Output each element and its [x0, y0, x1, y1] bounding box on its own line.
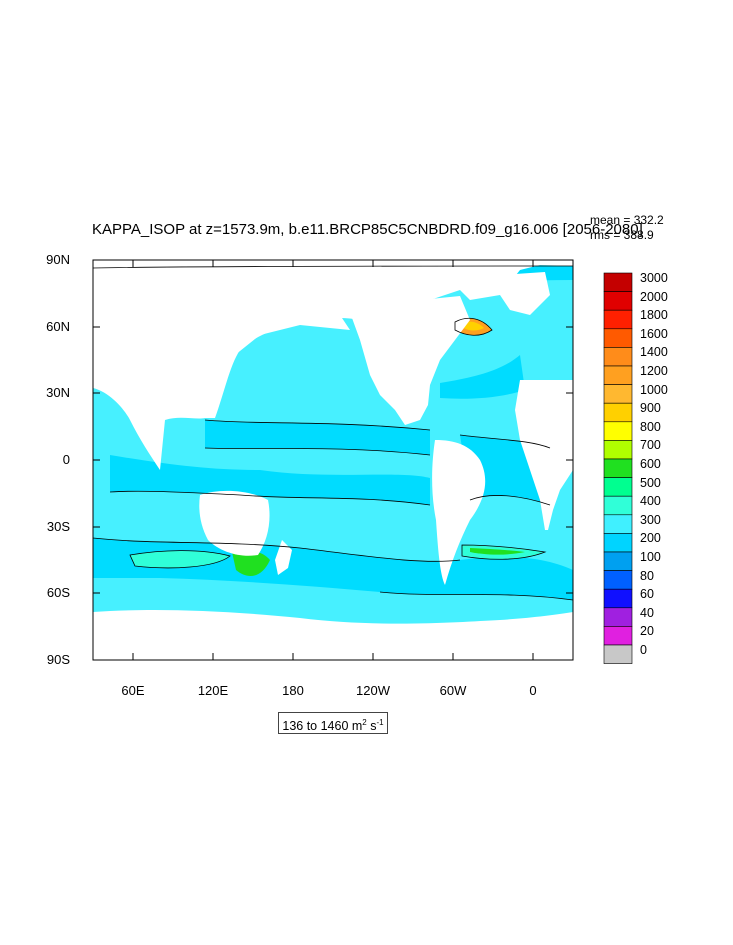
axis-ticks: [93, 259, 573, 661]
colorbar-swatch: [603, 402, 633, 423]
lon-label: 180: [282, 683, 304, 698]
land-new-zealand: [275, 540, 292, 575]
colorbar-swatch: [603, 384, 633, 404]
colorbar-swatch: [603, 477, 633, 497]
lat-label: 90S: [46, 652, 70, 667]
lon-label: 60E: [121, 683, 145, 698]
lon-label: 120E: [197, 683, 229, 698]
colorbar-swatch: [603, 607, 633, 627]
south-atlantic-core: [470, 548, 525, 555]
mean-stat: mean = 332.2: [590, 213, 664, 227]
contour-line: [459, 434, 551, 449]
colorbar-swatch: [603, 495, 633, 516]
plot-title: KAPPA_ISOP at z=1573.9m, b.e11.BRCP85C5C…: [92, 221, 643, 238]
colorbar-swatch: [603, 421, 633, 441]
lat-label: 30S: [46, 519, 70, 534]
colorbar-swatch: [603, 272, 633, 292]
colorbar-label: 600: [640, 457, 661, 471]
colorbar-swatch: [603, 291, 633, 311]
colorbar-swatch: [603, 533, 633, 553]
contour-line: [92, 537, 461, 562]
colorbar-label: 80: [640, 568, 654, 583]
colorbar-label: 2000: [640, 289, 668, 304]
colorbar-swatch: [603, 309, 633, 330]
land-africa: [515, 380, 573, 530]
lat-label: 60N: [46, 319, 70, 334]
land-antarctica: [93, 610, 573, 660]
colorbar-label: 100: [640, 550, 661, 564]
contour-line: [461, 544, 547, 560]
colorbar-swatch: [603, 440, 633, 460]
colorbar-swatch: [603, 588, 633, 609]
southern-indian-spot: [130, 550, 230, 568]
contour-line: [92, 265, 574, 269]
contour-line: [454, 317, 493, 336]
colorbar-label: 3000: [640, 271, 668, 285]
colorbar-label: 0: [640, 643, 647, 657]
lat-label: 30N: [46, 385, 70, 400]
labrador-core: [462, 321, 484, 331]
lon-label: 0: [529, 683, 537, 698]
north-atlantic-band: [440, 355, 525, 399]
contour-line: [109, 490, 431, 506]
colorbar-swatch: [603, 458, 633, 478]
colorbar-swatch: [603, 570, 633, 590]
colorbar-label: 1400: [640, 345, 668, 360]
land-australia: [199, 490, 270, 556]
colorbar-label: 1000: [640, 382, 668, 397]
colorbar-swatch: [603, 644, 633, 664]
contour-line: [204, 419, 431, 431]
lat-label: 0: [62, 452, 70, 467]
land-greenland: [500, 272, 550, 315]
colorbar-label: 700: [640, 438, 661, 453]
colorbar-swatch: [603, 328, 633, 348]
colorbar-label: 900: [640, 401, 661, 416]
ocean-band-north-pacific: [205, 420, 430, 455]
contour-line: [469, 495, 551, 506]
colorbar-swatch: [603, 514, 633, 534]
colorbar-label: 40: [640, 605, 654, 620]
lat-label: 60S: [46, 585, 70, 600]
land-asia: [93, 290, 350, 440]
colorbar-label: 1800: [640, 308, 668, 323]
colorbar-swatch: [603, 626, 633, 646]
colorbar-label: 300: [640, 512, 661, 527]
colorbar-label: 1200: [640, 364, 668, 378]
colorbar-swatch: [603, 365, 633, 385]
contour-line: [379, 591, 574, 601]
lat-label: 90N: [46, 252, 70, 267]
lon-label: 120W: [356, 683, 390, 698]
lon-label: 60W: [439, 683, 467, 698]
colorbar-label: 200: [640, 531, 661, 546]
colorbar: [603, 272, 633, 664]
tasman-spot: [232, 550, 270, 576]
land-south-america: [432, 440, 486, 585]
colorbar-label: 800: [640, 419, 661, 434]
range-label: 136 to 1460 m2 s-1: [278, 712, 388, 734]
colorbar-label: 60: [640, 587, 654, 602]
colorbar-label: 500: [640, 475, 661, 490]
colorbar-label: 400: [640, 494, 661, 509]
colorbar-label: 20: [640, 624, 654, 639]
contour-line: [204, 447, 431, 456]
rms-stat: rms = 388.9: [590, 228, 654, 242]
land-north-america: [352, 296, 470, 425]
colorbar-label: 1600: [640, 326, 668, 341]
colorbar-swatch: [603, 551, 633, 571]
map-area: [92, 259, 574, 661]
contour-line: [129, 550, 231, 569]
colorbar-swatch: [603, 347, 633, 367]
